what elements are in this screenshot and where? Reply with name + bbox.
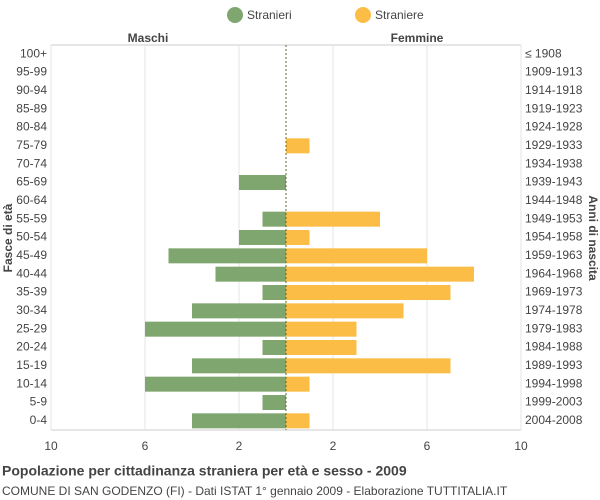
legend-marker: [227, 7, 243, 23]
y-tick-label: 15-19: [16, 358, 47, 372]
y2-tick-label: 1919-1923: [525, 101, 583, 115]
bar: [286, 340, 357, 355]
legend-label: Stranieri: [247, 8, 292, 22]
y-tick-label: 30-34: [16, 303, 47, 317]
bar: [168, 248, 286, 264]
chart-title: Popolazione per cittadinanza straniera p…: [2, 463, 407, 479]
bar: [192, 413, 286, 429]
y-tick-label: 85-89: [16, 101, 47, 115]
y2-tick-label: 1964-1968: [525, 266, 583, 280]
bar: [192, 358, 286, 374]
bar: [286, 285, 451, 300]
bar: [286, 211, 380, 227]
y2-tick-label: 1924-1928: [525, 120, 583, 134]
bar: [239, 175, 286, 190]
bar: [215, 266, 286, 282]
y2-tick-label: ≤ 1908: [525, 46, 562, 60]
y2-tick-label: 1954-1958: [525, 230, 583, 244]
y2-tick-label: 1984-1988: [525, 340, 583, 354]
x-tick-label: 2: [236, 439, 243, 453]
y2-tick-label: 1994-1998: [525, 376, 583, 390]
y-tick-label: 90-94: [16, 83, 47, 97]
y-tick-label: 10-14: [16, 376, 47, 390]
bar: [239, 230, 286, 245]
bar: [286, 303, 404, 319]
bar: [262, 395, 286, 410]
x-tick-label: 10: [514, 439, 528, 453]
y-tick-label: 40-44: [16, 266, 47, 280]
bar: [286, 138, 310, 154]
bar: [286, 358, 451, 374]
y-tick-label: 35-39: [16, 285, 47, 299]
y2-tick-label: 1989-1993: [525, 358, 583, 372]
y-tick-label: 45-49: [16, 248, 47, 262]
x-tick-label: 6: [424, 439, 431, 453]
bar: [286, 248, 427, 264]
y2-tick-label: 1959-1963: [525, 248, 583, 262]
legend-marker: [355, 7, 371, 23]
bar: [145, 376, 286, 392]
y-tick-label: 95-99: [16, 65, 47, 79]
y2-tick-label: 1999-2003: [525, 395, 583, 409]
bar: [286, 413, 310, 429]
y-tick-label: 70-74: [16, 156, 47, 170]
x-tick-label: 2: [330, 439, 337, 453]
bar: [262, 340, 286, 355]
y-tick-label: 20-24: [16, 340, 47, 354]
y2-axis-label: Anni di nascita: [586, 195, 600, 281]
bar: [262, 285, 286, 300]
y2-tick-label: 1949-1953: [525, 211, 583, 225]
y2-tick-label: 1929-1933: [525, 138, 583, 152]
y-tick-label: 65-69: [16, 175, 47, 189]
bar: [145, 321, 286, 337]
y2-tick-label: 1939-1943: [525, 175, 583, 189]
y2-tick-label: 1979-1983: [525, 321, 583, 335]
y-tick-label: 60-64: [16, 193, 47, 207]
y2-tick-label: 1969-1973: [525, 285, 583, 299]
y2-tick-label: 1934-1938: [525, 156, 583, 170]
y2-tick-label: 1974-1978: [525, 303, 583, 317]
y2-tick-label: 1914-1918: [525, 83, 583, 97]
chart-subtitle: COMUNE DI SAN GODENZO (FI) - Dati ISTAT …: [2, 484, 508, 498]
y-tick-label: 75-79: [16, 138, 47, 152]
y2-tick-label: 2004-2008: [525, 413, 583, 427]
y-axis-label: Fasce di età: [1, 203, 15, 272]
x-tick-label: 10: [44, 439, 58, 453]
bar: [286, 230, 310, 245]
y2-tick-label: 1909-1913: [525, 65, 583, 79]
y-tick-label: 80-84: [16, 120, 47, 134]
bar: [262, 211, 286, 227]
y-tick-label: 25-29: [16, 321, 47, 335]
bar: [286, 376, 310, 392]
right-label: Femmine: [391, 31, 444, 45]
bar: [286, 321, 357, 337]
bar: [192, 303, 286, 319]
x-tick-label: 6: [142, 439, 149, 453]
y-tick-label: 50-54: [16, 230, 47, 244]
y2-tick-label: 1944-1948: [525, 193, 583, 207]
left-label: Maschi: [128, 31, 169, 45]
y-tick-label: 5-9: [30, 395, 48, 409]
y-tick-label: 0-4: [30, 413, 48, 427]
bar: [286, 266, 474, 282]
y-tick-label: 100+: [20, 46, 47, 60]
legend-label: Straniere: [375, 8, 424, 22]
y-tick-label: 55-59: [16, 211, 47, 225]
